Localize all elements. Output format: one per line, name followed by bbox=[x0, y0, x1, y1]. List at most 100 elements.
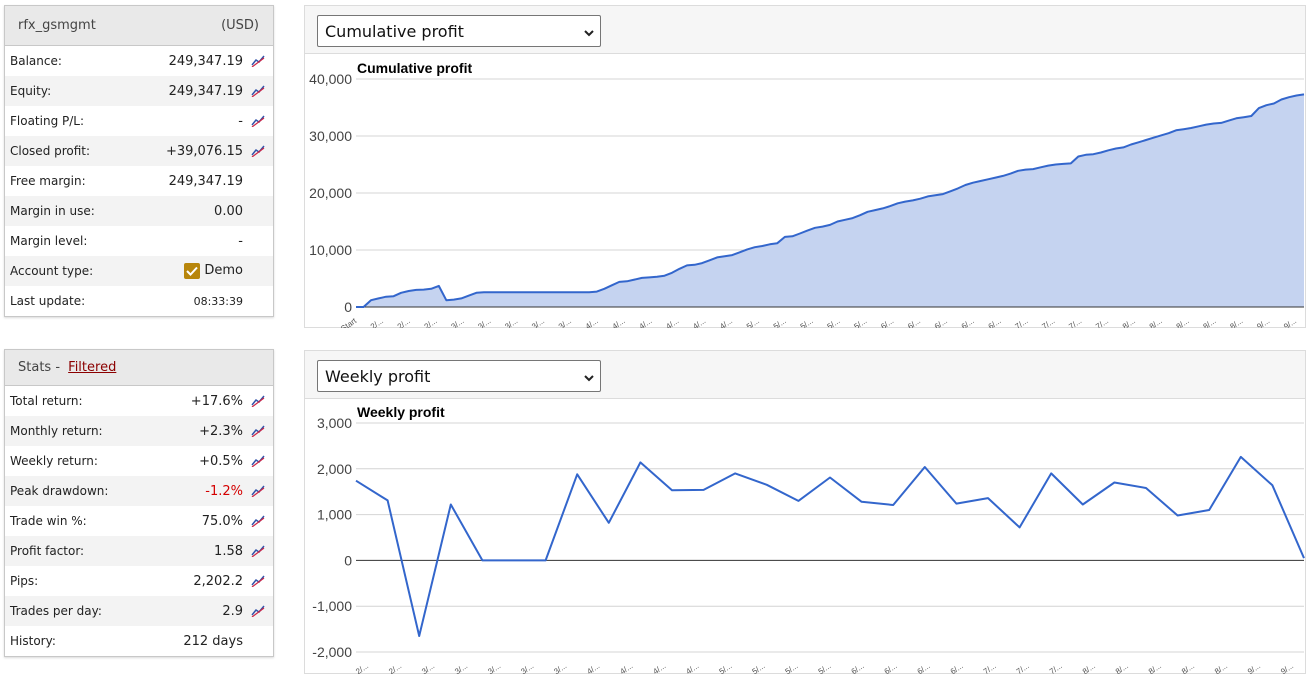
stats-label: Total return: bbox=[10, 394, 83, 408]
x-tick-label: 9/... bbox=[1282, 316, 1298, 328]
account-label: Margin in use: bbox=[10, 204, 95, 218]
x-tick-label: 5/... bbox=[852, 316, 868, 328]
x-tick-label: 4/... bbox=[618, 661, 634, 674]
x-tick-label: 6/... bbox=[906, 316, 922, 328]
chart-trend-icon[interactable] bbox=[243, 455, 273, 467]
x-tick-label: 3/... bbox=[486, 661, 502, 674]
chart-trend-icon[interactable] bbox=[243, 515, 273, 527]
x-tick-label: 2/... bbox=[396, 316, 412, 328]
x-tick-label: 2/... bbox=[354, 661, 370, 674]
account-row: Balance: 249,347.19 bbox=[5, 46, 273, 76]
x-tick-label: 5/... bbox=[717, 661, 733, 674]
account-row: Free margin: 249,347.19 bbox=[5, 166, 273, 196]
stats-value: 212 days bbox=[183, 633, 243, 649]
chevron-down-icon bbox=[584, 22, 594, 41]
x-tick-label: 2/... bbox=[369, 316, 385, 328]
cumulative-chart-select-label: Cumulative profit bbox=[325, 21, 464, 41]
x-tick-label: 7/... bbox=[982, 661, 998, 674]
chart-trend-icon[interactable] bbox=[243, 145, 273, 157]
x-tick-label: 4/... bbox=[585, 661, 601, 674]
chart-title: Cumulative profit bbox=[357, 60, 472, 76]
x-tick-label: 8/... bbox=[1081, 661, 1097, 674]
stats-label: History: bbox=[10, 634, 56, 648]
stats-row: Trades per day: 2.9 bbox=[5, 596, 273, 626]
chart-trend-icon[interactable] bbox=[243, 55, 273, 67]
stats-label: Pips: bbox=[10, 574, 39, 588]
checkmark-icon bbox=[184, 262, 201, 279]
stats-title: Stats - bbox=[18, 360, 65, 375]
x-tick-label: 9/... bbox=[1246, 661, 1262, 674]
area-fill bbox=[356, 94, 1304, 308]
x-tick-label: 8/... bbox=[1201, 316, 1217, 328]
account-rows: Balance: 249,347.19 Equity: 249,347.19 Float… bbox=[5, 46, 273, 316]
x-tick-label: 3/... bbox=[420, 661, 436, 674]
cumulative-chart-header: Cumulative profit bbox=[305, 6, 1305, 54]
stats-value: 2,202.2 bbox=[193, 573, 243, 589]
chart-trend-icon[interactable] bbox=[243, 395, 273, 407]
x-tick-label: 5/... bbox=[825, 316, 841, 328]
x-tick-label: 3/... bbox=[552, 661, 568, 674]
chart-trend-icon[interactable] bbox=[243, 115, 273, 127]
y-tick-label: 40,000 bbox=[309, 71, 352, 87]
account-label: Account type: bbox=[10, 264, 94, 278]
account-value: Demo bbox=[123, 262, 243, 280]
account-value: 0.00 bbox=[214, 203, 243, 219]
account-value: - bbox=[238, 233, 243, 249]
x-tick-label: 3/... bbox=[530, 316, 546, 328]
account-value: 249,347.19 bbox=[168, 83, 243, 99]
x-tick-label: 7/... bbox=[1015, 661, 1031, 674]
chevron-down-icon bbox=[584, 367, 594, 386]
account-value: 08:33:39 bbox=[193, 294, 243, 308]
y-tick-label: 3,000 bbox=[317, 415, 352, 431]
x-tick-label: 5/... bbox=[750, 661, 766, 674]
x-tick-label: 5/... bbox=[799, 316, 815, 328]
x-tick-label: 7/... bbox=[1040, 316, 1056, 328]
account-label: Equity: bbox=[10, 84, 52, 98]
x-tick-label: 8/... bbox=[1121, 316, 1137, 328]
chart-trend-icon[interactable] bbox=[243, 425, 273, 437]
cumulative-profit-chart: Cumulative profit 0 10,000 20,000 30,000 40,0… bbox=[309, 60, 1305, 328]
account-label: Closed profit: bbox=[10, 144, 91, 158]
x-tick-label: 2/... bbox=[387, 661, 403, 674]
cumulative-chart-select[interactable]: Cumulative profit bbox=[317, 15, 601, 47]
chart-trend-icon[interactable] bbox=[243, 605, 273, 617]
stats-value: 2.9 bbox=[222, 603, 243, 619]
chart-trend-icon[interactable] bbox=[243, 485, 273, 497]
stats-label: Peak drawdown: bbox=[10, 484, 109, 498]
x-tick-label: 4/... bbox=[611, 316, 627, 328]
x-tick-label: 6/... bbox=[916, 661, 932, 674]
y-tick-label: 2,000 bbox=[317, 461, 352, 477]
chart-trend-icon[interactable] bbox=[243, 545, 273, 557]
series-line bbox=[355, 455, 1305, 637]
stats-value: +17.6% bbox=[190, 393, 243, 409]
account-label: Floating P/L: bbox=[10, 114, 85, 128]
x-tick-label: 4/... bbox=[584, 316, 600, 328]
x-tick-label: 3/... bbox=[453, 661, 469, 674]
chart-trend-icon[interactable] bbox=[243, 575, 273, 587]
account-value: 249,347.19 bbox=[168, 173, 243, 189]
x-tick-label: 8/... bbox=[1213, 661, 1229, 674]
account-label: Balance: bbox=[10, 54, 62, 68]
weekly-chart-select[interactable]: Weekly profit bbox=[317, 360, 601, 392]
x-tick-label: 3/... bbox=[503, 316, 519, 328]
x-tick-label: 4/... bbox=[691, 316, 707, 328]
stats-value: 1.58 bbox=[214, 543, 243, 559]
account-value: - bbox=[238, 113, 243, 129]
account-row: Closed profit: +39,076.15 bbox=[5, 136, 273, 166]
chart-trend-icon[interactable] bbox=[243, 85, 273, 97]
stats-label: Profit factor: bbox=[10, 544, 85, 558]
account-row: Margin in use: 0.00 bbox=[5, 196, 273, 226]
x-tick-label: 8/... bbox=[1180, 661, 1196, 674]
filtered-link[interactable]: Filtered bbox=[68, 360, 117, 375]
x-tick-label: 4/... bbox=[684, 661, 700, 674]
x-tick-label: 3/... bbox=[519, 661, 535, 674]
x-tick-label: 9/... bbox=[1279, 661, 1295, 674]
stats-rows: Total return: +17.6% Monthly return: +2.3% W… bbox=[5, 386, 273, 656]
weekly-chart-header: Weekly profit bbox=[305, 351, 1305, 399]
y-tick-label: 20,000 bbox=[309, 185, 352, 201]
stats-label: Monthly return: bbox=[10, 424, 103, 438]
x-tick-label: 4/... bbox=[637, 316, 653, 328]
x-tick-label: 8/... bbox=[1147, 661, 1163, 674]
stats-value: 75.0% bbox=[201, 513, 243, 529]
stats-label: Trade win %: bbox=[10, 514, 87, 528]
